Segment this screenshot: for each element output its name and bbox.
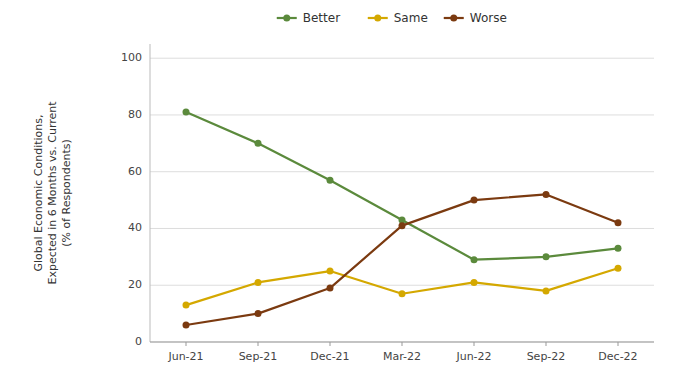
point — [615, 265, 622, 272]
series-line — [186, 268, 618, 305]
y-tick-label: 40 — [128, 221, 142, 234]
point — [471, 197, 478, 204]
point — [183, 302, 190, 309]
legend-marker — [450, 15, 457, 22]
x-tick-label: Jun-21 — [167, 350, 203, 363]
legend-item: Better — [277, 11, 340, 25]
grid-line — [150, 171, 654, 172]
y-tick-label: 20 — [128, 278, 142, 291]
x-tick — [402, 342, 403, 346]
grid-line — [150, 58, 654, 59]
point — [327, 177, 334, 184]
point — [255, 310, 262, 317]
point — [471, 256, 478, 263]
legend-marker — [283, 15, 290, 22]
point — [327, 285, 334, 292]
x-tick-label: Dec-22 — [598, 350, 637, 363]
x-tick — [618, 342, 619, 346]
series-line — [186, 194, 618, 325]
x-tick — [258, 342, 259, 346]
x-tick — [330, 342, 331, 346]
y-axis: 0 20 40 60 80 100 — [121, 44, 654, 348]
point — [255, 140, 262, 147]
y-tick-label: 60 — [128, 165, 142, 178]
point — [183, 321, 190, 328]
x-tick-label: Sep-21 — [239, 350, 278, 363]
y-tick-label: 80 — [128, 108, 142, 121]
legend-label: Better — [303, 11, 340, 25]
point — [471, 279, 478, 286]
chart: 0 20 40 60 80 100 Global Economic Conditions,E… — [0, 0, 678, 384]
chart-container: 0 20 40 60 80 100 Global Economic Conditions,E… — [0, 0, 678, 384]
x-tick-label: Dec-21 — [310, 350, 349, 363]
point — [327, 268, 334, 275]
x-tick — [546, 342, 547, 346]
point — [543, 253, 550, 260]
point — [399, 222, 406, 229]
y-axis-label: Global Economic Conditions,Expected in 6… — [32, 101, 73, 285]
x-axis: Jun-21 Sep-21 Dec-21 Mar-22 Jun-22 Sep-22 Dec-… — [150, 342, 654, 363]
legend-item: Worse — [444, 11, 507, 25]
legend-marker — [374, 15, 381, 22]
y-tick-label: 100 — [121, 51, 142, 64]
legend-label: Same — [394, 11, 428, 25]
point — [543, 287, 550, 294]
point — [183, 109, 190, 116]
series-line — [186, 112, 618, 260]
grid-line — [150, 285, 654, 286]
point — [255, 279, 262, 286]
y-axis-line — [150, 44, 151, 342]
grid-line — [150, 114, 654, 115]
x-tick — [186, 342, 187, 346]
legend-item: Same — [368, 11, 428, 25]
legend: Better Same Worse — [277, 11, 507, 25]
point — [615, 219, 622, 226]
x-tick — [474, 342, 475, 346]
legend-label: Worse — [470, 11, 507, 25]
point — [615, 245, 622, 252]
point — [399, 290, 406, 297]
y-tick-label: 0 — [135, 335, 142, 348]
plot-area — [183, 109, 622, 329]
x-tick-label: Sep-22 — [527, 350, 566, 363]
point — [543, 191, 550, 198]
x-tick-label: Jun-22 — [455, 350, 491, 363]
x-tick-label: Mar-22 — [383, 350, 421, 363]
